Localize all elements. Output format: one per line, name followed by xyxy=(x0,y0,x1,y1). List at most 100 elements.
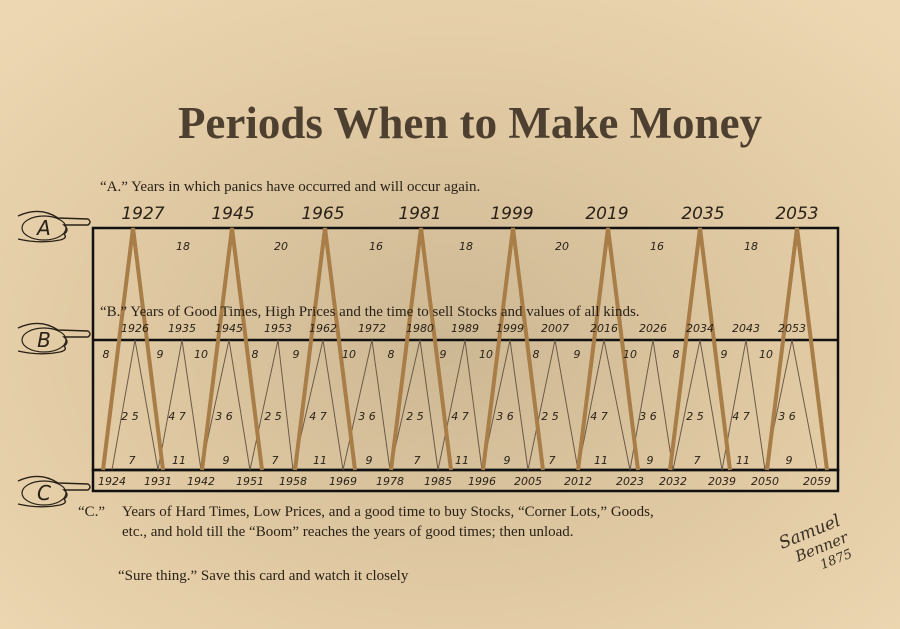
year-c: 2050 xyxy=(751,475,779,488)
panic-cycle xyxy=(765,227,829,471)
year-c: 2032 xyxy=(659,475,687,488)
year-b: 2007 xyxy=(541,322,569,335)
cycle-number: 4 7 xyxy=(732,410,750,423)
cycle-number: 9 xyxy=(366,454,373,467)
cycle-number: 10 xyxy=(479,348,493,361)
interval: 20 xyxy=(274,240,288,253)
marker-letter: B xyxy=(37,328,51,352)
year-c: 1985 xyxy=(424,475,452,488)
year-c: 2023 xyxy=(616,475,644,488)
cycle-number: 4 7 xyxy=(168,410,186,423)
year-b: 2016 xyxy=(590,322,618,335)
cycle-number: 4 7 xyxy=(451,410,469,423)
cycle-number: 11 xyxy=(455,454,469,467)
year-c: 2005 xyxy=(514,475,542,488)
year-c: 2039 xyxy=(708,475,736,488)
cycle-number: 9 xyxy=(786,454,793,467)
year-c: 1942 xyxy=(187,475,215,488)
year-c: 1996 xyxy=(468,475,496,488)
panic-cycle xyxy=(293,227,357,471)
cycle-number: 7 xyxy=(549,454,556,467)
cycle-number: 10 xyxy=(342,348,356,361)
year-b: 2026 xyxy=(639,322,667,335)
cycle-number: 3 6 xyxy=(496,410,514,423)
year-a: 1945 xyxy=(211,204,254,224)
year-b: 1953 xyxy=(264,322,292,335)
cycle-number: 9 xyxy=(647,454,654,467)
cycle-number: 2 5 xyxy=(406,410,424,423)
year-a: 1999 xyxy=(490,204,533,224)
cycle-number: 7 xyxy=(272,454,279,467)
caption-a: “A.” Years in which panics have occurred… xyxy=(100,179,480,195)
cycle-number: 8 xyxy=(252,348,259,361)
year-b: 1945 xyxy=(215,322,243,335)
year-a: 2035 xyxy=(681,204,724,224)
cycle-number: 3 6 xyxy=(215,410,233,423)
cycle-number: 10 xyxy=(759,348,773,361)
pointing-hand xyxy=(17,475,91,508)
cycle-number: 4 7 xyxy=(309,410,327,423)
title: Periods When to Make Money xyxy=(178,98,763,148)
cycle-number: 9 xyxy=(440,348,447,361)
interval: 16 xyxy=(369,240,383,253)
cycle-number: 4 7 xyxy=(590,410,608,423)
year-b: 2043 xyxy=(732,322,760,335)
panic-cycle xyxy=(576,227,640,471)
panic-cycle xyxy=(101,227,165,471)
year-c: 1969 xyxy=(329,475,357,488)
year-b: 1989 xyxy=(451,322,479,335)
year-b: 1926 xyxy=(121,322,149,335)
marker-letter: C xyxy=(37,481,51,505)
cycle-number: 11 xyxy=(313,454,327,467)
cycle-number: 11 xyxy=(594,454,608,467)
caption-b: “B.” Years of Good Times, High Prices an… xyxy=(100,304,640,320)
hand-ring xyxy=(21,215,67,241)
note: “Sure thing.” Save this card and watch i… xyxy=(118,568,409,584)
cycle-number: 9 xyxy=(721,348,728,361)
panic-cycle xyxy=(389,227,453,471)
pointing-hand xyxy=(17,210,91,243)
year-b: 2034 xyxy=(686,322,714,335)
year-c: 1951 xyxy=(236,475,264,488)
cycle-number: 3 6 xyxy=(778,410,796,423)
year-strip xyxy=(91,468,840,493)
interval: 16 xyxy=(650,240,664,253)
cycle-number: 10 xyxy=(194,348,208,361)
cycle-number: 8 xyxy=(533,348,540,361)
hand-ring xyxy=(21,480,67,506)
cycle-number: 8 xyxy=(673,348,680,361)
year-a: 1981 xyxy=(398,204,441,224)
cycle-number: 11 xyxy=(172,454,186,467)
year-c: 1924 xyxy=(98,475,126,488)
panic-cycle xyxy=(200,227,264,471)
year-a: 1927 xyxy=(121,204,164,224)
cycle-number: 2 5 xyxy=(541,410,559,423)
year-b: 1999 xyxy=(496,322,524,335)
cycle-number: 7 xyxy=(129,454,136,467)
year-c: 1978 xyxy=(376,475,404,488)
cycle-number: 9 xyxy=(293,348,300,361)
cycle-number: 8 xyxy=(103,348,110,361)
year-b: 2053 xyxy=(778,322,806,335)
caption-c: etc., and hold till the “Boom” reaches t… xyxy=(122,524,574,540)
interval: 18 xyxy=(176,240,190,253)
cycle-number: 9 xyxy=(504,454,511,467)
cycle-line xyxy=(111,339,818,471)
year-a: 1965 xyxy=(301,204,344,224)
caption-c-label: “C.” xyxy=(78,504,105,520)
cycle-number: 11 xyxy=(736,454,750,467)
cycle-number: 9 xyxy=(574,348,581,361)
interval: 20 xyxy=(555,240,569,253)
year-c: 1931 xyxy=(144,475,172,488)
year-c: 2059 xyxy=(803,475,831,488)
cycle-number: 7 xyxy=(694,454,701,467)
year-a: 2053 xyxy=(775,204,818,224)
cycle-number: 3 6 xyxy=(639,410,657,423)
panic-cycle xyxy=(481,227,545,471)
year-b: 1972 xyxy=(358,322,386,335)
year-c: 2012 xyxy=(564,475,592,488)
year-b: 1980 xyxy=(406,322,434,335)
cycle-number: 2 5 xyxy=(121,410,139,423)
